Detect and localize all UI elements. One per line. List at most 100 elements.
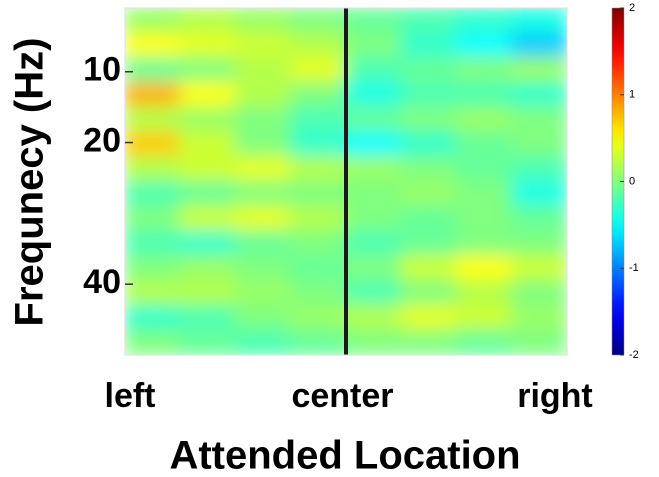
heatmap-cell bbox=[510, 56, 567, 84]
heatmap-cell bbox=[234, 81, 292, 109]
heatmap-cell bbox=[289, 106, 347, 133]
heatmap-cell bbox=[345, 254, 403, 282]
heatmap-cell bbox=[125, 254, 182, 282]
heatmap-cell bbox=[234, 130, 292, 158]
heatmap-cell bbox=[345, 205, 403, 233]
heatmap-cell bbox=[400, 130, 458, 158]
heatmap-cell bbox=[289, 130, 347, 158]
heatmap-cell bbox=[345, 279, 403, 307]
heatmap-cell bbox=[455, 106, 513, 133]
heatmap-cell bbox=[400, 304, 458, 332]
heatmap-cell bbox=[400, 205, 458, 233]
heatmap-cell bbox=[510, 304, 567, 332]
x-tick-label: center bbox=[291, 377, 393, 415]
heatmap-cell bbox=[345, 81, 403, 109]
heatmap-cell bbox=[125, 130, 182, 158]
heatmap-cell bbox=[510, 230, 567, 257]
heatmap-cell bbox=[345, 106, 403, 133]
heatmap-cell bbox=[179, 205, 237, 233]
heatmap-cell bbox=[510, 106, 567, 133]
x-axis-label: Attended Location bbox=[169, 434, 520, 477]
heatmap-cell bbox=[179, 230, 237, 257]
heatmap-cell bbox=[510, 155, 567, 183]
heatmap-cell bbox=[234, 279, 292, 307]
heatmap-cell bbox=[345, 130, 403, 158]
heatmap-cell bbox=[400, 329, 458, 355]
heatmap-cell bbox=[289, 279, 347, 307]
heatmap-cell bbox=[289, 8, 347, 34]
heatmap-cell bbox=[179, 180, 237, 208]
heatmap-cell bbox=[400, 106, 458, 133]
colorbar-tick-label: -1 bbox=[629, 262, 639, 274]
heatmap-cell bbox=[234, 8, 292, 34]
heatmap-cell bbox=[179, 130, 237, 158]
heatmap-cell bbox=[179, 304, 237, 332]
heatmap-cell bbox=[289, 205, 347, 233]
heatmap-cell bbox=[234, 106, 292, 133]
heatmap-cell bbox=[345, 8, 403, 34]
heatmap-cell bbox=[234, 180, 292, 208]
heatmap-cell bbox=[400, 279, 458, 307]
heatmap-cell bbox=[455, 254, 513, 282]
heatmap-cell bbox=[455, 31, 513, 59]
heatmap-cell bbox=[345, 180, 403, 208]
plot-frame bbox=[124, 7, 568, 356]
heatmap-cell bbox=[455, 180, 513, 208]
heatmap-cell bbox=[179, 254, 237, 282]
heatmap-cell bbox=[289, 254, 347, 282]
heatmap-cell bbox=[345, 155, 403, 183]
colorbar-tick-label: 1 bbox=[629, 89, 635, 101]
heatmap-cell bbox=[289, 31, 347, 59]
heatmap-cell bbox=[400, 180, 458, 208]
heatmap-cell bbox=[345, 304, 403, 332]
heatmap-cell bbox=[125, 155, 182, 183]
heatmap-cell bbox=[455, 329, 513, 355]
heatmap-cell bbox=[179, 329, 237, 355]
heatmap-cell bbox=[510, 81, 567, 109]
heatmap-cell bbox=[455, 56, 513, 84]
heatmap-cell bbox=[400, 230, 458, 257]
heatmap-cell bbox=[179, 56, 237, 84]
y-tick-label: 40 bbox=[83, 263, 121, 301]
heatmap-cell bbox=[179, 81, 237, 109]
heatmap-cell bbox=[234, 205, 292, 233]
heatmap-cell bbox=[400, 56, 458, 84]
heatmap-cell bbox=[400, 8, 458, 34]
heatmap-cell bbox=[125, 56, 182, 84]
heatmap-cell bbox=[345, 329, 403, 355]
heatmap-cell bbox=[234, 31, 292, 59]
heatmap-cell bbox=[455, 304, 513, 332]
heatmap-cell bbox=[455, 130, 513, 158]
heatmap-cell bbox=[510, 279, 567, 307]
heatmap-cell bbox=[455, 155, 513, 183]
heatmap-cell bbox=[455, 230, 513, 257]
y-axis-label: Frequnecy (Hz) bbox=[8, 38, 52, 327]
heatmap-cell bbox=[179, 8, 237, 34]
heatmap-cell bbox=[179, 106, 237, 133]
heatmap-cell bbox=[455, 205, 513, 233]
heatmap-cell bbox=[125, 230, 182, 257]
heatmap-cell bbox=[234, 254, 292, 282]
heatmap-cell bbox=[510, 180, 567, 208]
heatmap-cell bbox=[510, 254, 567, 282]
heatmap-cell bbox=[289, 230, 347, 257]
heatmap-cell bbox=[289, 81, 347, 109]
heatmap-cell bbox=[125, 8, 182, 34]
heatmap-cell bbox=[289, 304, 347, 332]
heatmap-cell bbox=[179, 31, 237, 59]
heatmap-cell bbox=[179, 279, 237, 307]
heatmap-cell bbox=[455, 81, 513, 109]
y-tick-label: 20 bbox=[83, 122, 121, 160]
heatmap-cell bbox=[400, 254, 458, 282]
y-tick-label: 10 bbox=[83, 51, 121, 89]
colorbar-tick-label: 0 bbox=[629, 175, 635, 187]
heatmap-cell bbox=[345, 31, 403, 59]
heatmap-cell bbox=[510, 329, 567, 355]
colorbar-tick-label: -2 bbox=[629, 349, 639, 361]
colorbar-tick-label: 2 bbox=[629, 2, 635, 14]
heatmap-cell bbox=[125, 81, 182, 109]
heatmap-cell bbox=[400, 81, 458, 109]
x-tick-label: left bbox=[105, 377, 156, 415]
heatmap-cell bbox=[234, 155, 292, 183]
